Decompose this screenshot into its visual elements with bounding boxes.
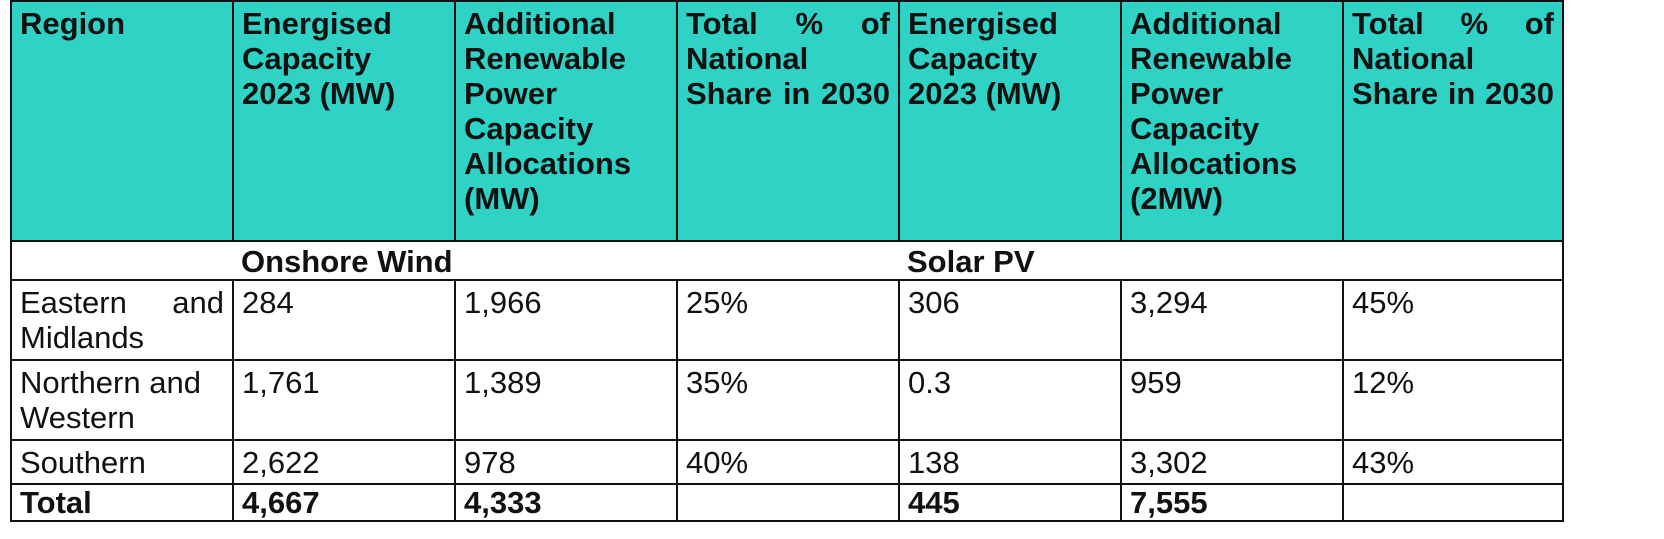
group-label-onshore-wind: Onshore Wind [241,244,453,279]
total-wind-energised: 4,667 [232,483,456,522]
cell-wind-additional: 1,389 [454,359,678,441]
header-solar-share: Total % of National Share in 2030 [1342,0,1564,242]
header-solar-energised: Energised Capacity 2023 (MW) [898,0,1122,242]
total-row: Total 4,667 4,333 445 7,555 [10,483,1564,522]
total-label: Total [10,483,234,522]
group-label-solar-pv: Solar PV [907,244,1035,279]
cell-solar-share: 43% [1342,439,1564,485]
header-solar-additional: Additional Renewable Power Capacity Allo… [1120,0,1344,242]
cell-solar-share: 45% [1342,279,1564,361]
group-row: Onshore Wind Solar PV [10,240,1564,281]
renewable-capacity-table: Region Energised Capacity 2023 (MW) Addi… [10,0,1564,522]
cell-wind-share: 40% [676,439,900,485]
table-row: Northern and Western 1,761 1,389 35% 0.3… [10,359,1564,441]
total-solar-share [1342,483,1564,522]
row-region: Eastern and Midlands [10,279,234,361]
group-cell-solar: Solar PV [899,240,1564,281]
group-empty-cell [10,240,233,281]
total-wind-share [676,483,900,522]
header-wind-energised: Energised Capacity 2023 (MW) [232,0,456,242]
cell-wind-energised: 284 [232,279,456,361]
table-row: Southern 2,622 978 40% 138 3,302 43% [10,439,1564,485]
cell-solar-additional: 3,294 [1120,279,1344,361]
header-wind-share: Total % of National Share in 2030 [676,0,900,242]
cell-wind-energised: 1,761 [232,359,456,441]
cell-wind-additional: 978 [454,439,678,485]
cell-wind-energised: 2,622 [232,439,456,485]
total-solar-energised: 445 [898,483,1122,522]
total-solar-additional: 7,555 [1120,483,1344,522]
cell-wind-share: 35% [676,359,900,441]
cell-solar-energised: 306 [898,279,1122,361]
table-row: Eastern and Midlands 284 1,966 25% 306 3… [10,279,1564,361]
capacity-table-container: Region Energised Capacity 2023 (MW) Addi… [10,0,1564,522]
cell-solar-energised: 0.3 [898,359,1122,441]
cell-wind-share: 25% [676,279,900,361]
cell-solar-additional: 3,302 [1120,439,1344,485]
group-cell-wind: Onshore Wind [233,240,899,281]
cell-solar-share: 12% [1342,359,1564,441]
cell-wind-additional: 1,966 [454,279,678,361]
row-region: Northern and Western [10,359,234,441]
header-wind-additional: Additional Renewable Power Capacity Allo… [454,0,678,242]
row-region: Southern [10,439,234,485]
total-wind-additional: 4,333 [454,483,678,522]
header-row: Region Energised Capacity 2023 (MW) Addi… [10,0,1564,242]
cell-solar-additional: 959 [1120,359,1344,441]
cell-solar-energised: 138 [898,439,1122,485]
header-region: Region [10,0,234,242]
